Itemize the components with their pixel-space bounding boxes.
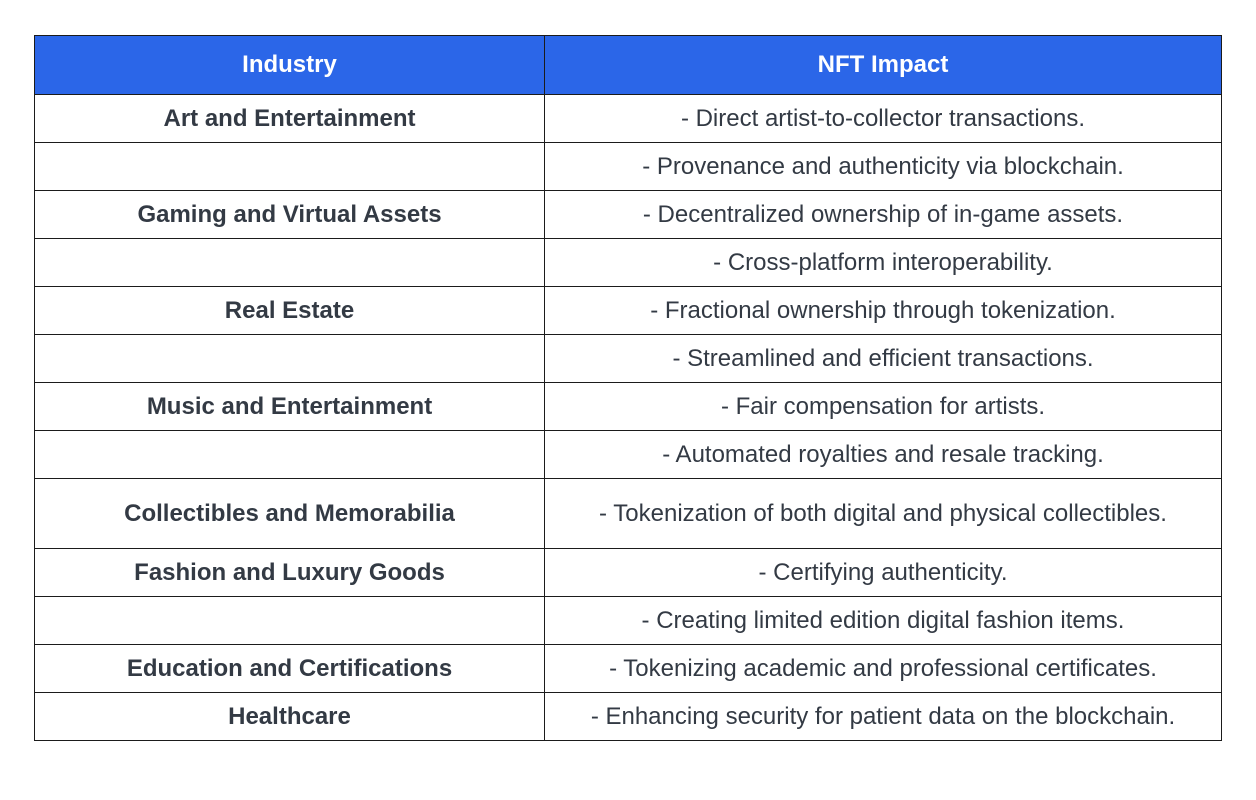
header-industry: Industry	[34, 35, 545, 95]
impact-cell: - Automated royalties and resale trackin…	[544, 430, 1222, 479]
impact-cell: - Cross-platform interoperability.	[544, 238, 1222, 287]
table-row: - Creating limited edition digital fashi…	[34, 596, 1222, 645]
impact-cell: - Certifying authenticity.	[544, 548, 1222, 597]
table-row: - Streamlined and efficient transactions…	[34, 334, 1222, 383]
industry-cell	[34, 238, 545, 287]
impact-cell: - Enhancing security for patient data on…	[544, 692, 1222, 741]
impact-cell: - Tokenizing academic and professional c…	[544, 644, 1222, 693]
table-row: Fashion and Luxury Goods - Certifying au…	[34, 548, 1222, 597]
table-header-row: Industry NFT Impact	[34, 35, 1222, 95]
table-row: Music and Entertainment - Fair compensat…	[34, 382, 1222, 431]
table-row: - Provenance and authenticity via blockc…	[34, 142, 1222, 191]
industry-cell: Music and Entertainment	[34, 382, 545, 431]
industry-cell	[34, 334, 545, 383]
industry-cell: Art and Entertainment	[34, 94, 545, 143]
table-row: Healthcare - Enhancing security for pati…	[34, 692, 1222, 741]
table-row: Art and Entertainment - Direct artist-to…	[34, 94, 1222, 143]
impact-cell: - Provenance and authenticity via blockc…	[544, 142, 1222, 191]
impact-cell: - Tokenization of both digital and physi…	[544, 478, 1222, 549]
industry-cell	[34, 142, 545, 191]
table-row: Gaming and Virtual Assets - Decentralize…	[34, 190, 1222, 239]
table-row: Collectibles and Memorabilia - Tokenizat…	[34, 478, 1222, 549]
industry-cell: Healthcare	[34, 692, 545, 741]
impact-cell: - Decentralized ownership of in-game ass…	[544, 190, 1222, 239]
table-row: Education and Certifications - Tokenizin…	[34, 644, 1222, 693]
header-nft-impact: NFT Impact	[544, 35, 1222, 95]
industry-cell: Collectibles and Memorabilia	[34, 478, 545, 549]
table-row: - Automated royalties and resale trackin…	[34, 430, 1222, 479]
impact-cell: - Direct artist-to-collector transaction…	[544, 94, 1222, 143]
industry-cell: Education and Certifications	[34, 644, 545, 693]
impact-cell: - Fair compensation for artists.	[544, 382, 1222, 431]
nft-impact-table: Industry NFT Impact Art and Entertainmen…	[34, 35, 1222, 741]
industry-cell	[34, 596, 545, 645]
impact-cell: - Creating limited edition digital fashi…	[544, 596, 1222, 645]
impact-cell: - Fractional ownership through tokenizat…	[544, 286, 1222, 335]
table-row: Real Estate - Fractional ownership throu…	[34, 286, 1222, 335]
table-row: - Cross-platform interoperability.	[34, 238, 1222, 287]
industry-cell	[34, 430, 545, 479]
industry-cell: Fashion and Luxury Goods	[34, 548, 545, 597]
industry-cell: Real Estate	[34, 286, 545, 335]
industry-cell: Gaming and Virtual Assets	[34, 190, 545, 239]
impact-cell: - Streamlined and efficient transactions…	[544, 334, 1222, 383]
